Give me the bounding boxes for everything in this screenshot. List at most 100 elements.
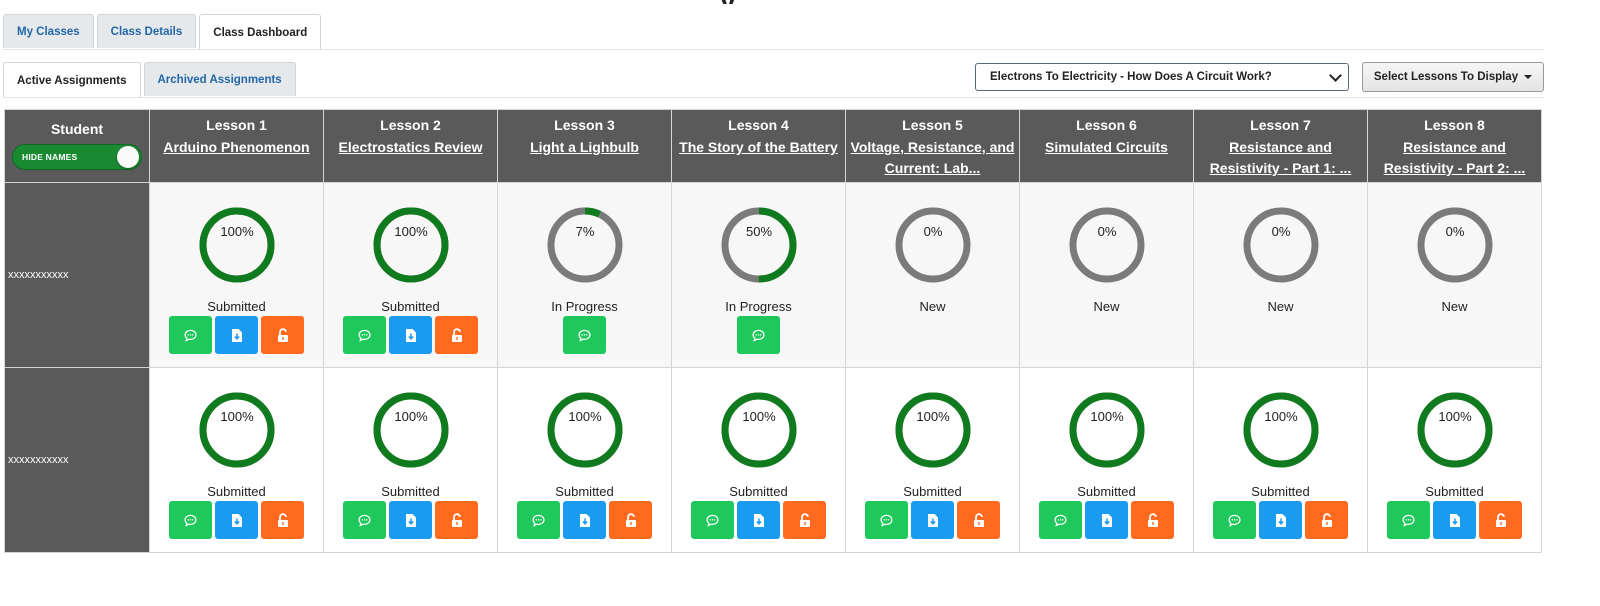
progress-percent: 100% [1438, 409, 1472, 424]
action-buttons [1368, 501, 1541, 539]
progress-ring-track [895, 207, 970, 283]
comment-button[interactable] [1213, 501, 1256, 539]
comment-button[interactable] [169, 316, 212, 354]
comment-button[interactable] [691, 501, 734, 539]
comment-button[interactable] [343, 316, 386, 354]
progress-ring: 100% [547, 392, 622, 468]
lesson-progress-cell: 0% New [1019, 182, 1194, 368]
download-submission-button[interactable] [1433, 501, 1476, 539]
progress-ring: 100% [895, 392, 970, 468]
file-download-icon [753, 513, 765, 528]
lesson-title-link[interactable]: Resistance and Resistivity - Part 2: ... [1383, 139, 1526, 176]
download-submission-button[interactable] [389, 501, 432, 539]
tab-active-assignments[interactable]: Active Assignments [3, 62, 141, 98]
tab-class-dashboard[interactable]: Class Dashboard [199, 14, 322, 50]
comment-button[interactable] [1387, 501, 1430, 539]
lesson-title-link[interactable]: Resistance and Resistivity - Part 1: ... [1209, 139, 1352, 176]
select-lessons-button[interactable]: Select Lessons To Display [1362, 62, 1544, 92]
chat-bubble-icon [1402, 514, 1415, 527]
comment-button[interactable] [865, 501, 908, 539]
lesson-column-header: Lesson 6 Simulated Circuits [1019, 109, 1194, 183]
lesson-progress-cell: 0% New [845, 182, 1020, 368]
progress-ring: 7% [547, 207, 622, 283]
assignment-status: New [1441, 299, 1468, 314]
unlock-submission-button[interactable] [435, 316, 478, 354]
assignment-status: Submitted [1077, 484, 1136, 499]
progress-percent: 100% [568, 409, 602, 424]
progress-percent: 100% [220, 409, 254, 424]
unlock-icon [798, 512, 812, 528]
progress-ring-fill [373, 207, 448, 283]
lesson-progress-cell: 100% Submitted [497, 367, 672, 553]
lesson-title-link[interactable]: The Story of the Battery [679, 139, 838, 155]
chat-bubble-icon [752, 329, 765, 342]
main-tabs: My Classes Class Details Class Dashboard [3, 14, 322, 50]
hide-names-toggle[interactable]: HIDE NAMES [12, 144, 142, 170]
lesson-column-header: Lesson 5 Voltage, Resistance, and Current… [845, 109, 1020, 183]
hide-names-label: HIDE NAMES [22, 152, 78, 162]
progress-ring-fill [547, 207, 622, 283]
action-buttons [1194, 501, 1367, 539]
progress-ring-track [1417, 207, 1492, 283]
select-lessons-label: Select Lessons To Display [1373, 71, 1519, 83]
download-submission-button[interactable] [1085, 501, 1128, 539]
comment-button[interactable] [563, 316, 606, 354]
assignment-status: New [1093, 299, 1120, 314]
lesson-title-link[interactable]: Voltage, Resistance, and Current: Lab... [850, 139, 1015, 176]
chevron-down-icon [1329, 68, 1342, 82]
lesson-progress-cell: 100% Submitted [1193, 367, 1368, 553]
lesson-progress-cell: 100% Submitted [323, 182, 498, 368]
download-submission-button[interactable] [737, 501, 780, 539]
progress-ring-fill [721, 392, 796, 468]
unlock-icon [450, 512, 464, 528]
chat-bubble-icon [706, 514, 719, 527]
progress-ring-track [547, 207, 622, 283]
lesson-title-link[interactable]: Arduino Phenomenon [163, 139, 310, 155]
download-submission-button[interactable] [563, 501, 606, 539]
assignment-tabs: Active Assignments Archived Assignments [3, 62, 296, 98]
unlock-submission-button[interactable] [1131, 501, 1174, 539]
progress-ring-fill [1069, 392, 1144, 468]
unlock-submission-button[interactable] [957, 501, 1000, 539]
toggle-knob [117, 146, 139, 168]
lesson-title-link[interactable]: Light a Lighbulb [530, 139, 639, 155]
lesson-number: Lesson 7 [1250, 117, 1311, 133]
unlock-submission-button[interactable] [1479, 501, 1522, 539]
chat-bubble-icon [532, 514, 545, 527]
lesson-progress-cell: 0% New [1193, 182, 1368, 368]
lesson-progress-cell: 100% Submitted [845, 367, 1020, 553]
comment-button[interactable] [517, 501, 560, 539]
unlock-submission-button[interactable] [435, 501, 478, 539]
action-buttons [672, 316, 845, 354]
progress-ring-fill [199, 392, 274, 468]
lesson-number: Lesson 8 [1424, 117, 1485, 133]
download-submission-button[interactable] [911, 501, 954, 539]
unlock-submission-button[interactable] [609, 501, 652, 539]
lesson-progress-cell: 100% Submitted [1019, 367, 1194, 553]
comment-button[interactable] [169, 501, 212, 539]
unlock-icon [972, 512, 986, 528]
comment-button[interactable] [343, 501, 386, 539]
tab-archived-assignments[interactable]: Archived Assignments [143, 62, 296, 96]
download-submission-button[interactable] [215, 501, 258, 539]
unlock-submission-button[interactable] [261, 501, 304, 539]
download-submission-button[interactable] [215, 316, 258, 354]
assignment-status: Submitted [903, 484, 962, 499]
comment-button[interactable] [737, 316, 780, 354]
chat-bubble-icon [184, 514, 197, 527]
download-submission-button[interactable] [1259, 501, 1302, 539]
download-submission-button[interactable] [389, 316, 432, 354]
unlock-submission-button[interactable] [1305, 501, 1348, 539]
student-name: xxxxxxxxxxx [4, 367, 150, 553]
lesson-title-link[interactable]: Electrostatics Review [338, 139, 483, 155]
unit-select[interactable]: Electrons To Electricity - How Does A Ci… [975, 63, 1349, 91]
unlock-submission-button[interactable] [783, 501, 826, 539]
tab-class-details[interactable]: Class Details [96, 14, 197, 48]
tab-my-classes[interactable]: My Classes [3, 14, 94, 48]
unit-select-value: Electrons To Electricity - How Does A Ci… [990, 71, 1272, 83]
lesson-title-link[interactable]: Simulated Circuits [1045, 139, 1168, 155]
lesson-number: Lesson 1 [206, 117, 267, 133]
progress-percent: 100% [394, 224, 428, 239]
comment-button[interactable] [1039, 501, 1082, 539]
unlock-submission-button[interactable] [261, 316, 304, 354]
